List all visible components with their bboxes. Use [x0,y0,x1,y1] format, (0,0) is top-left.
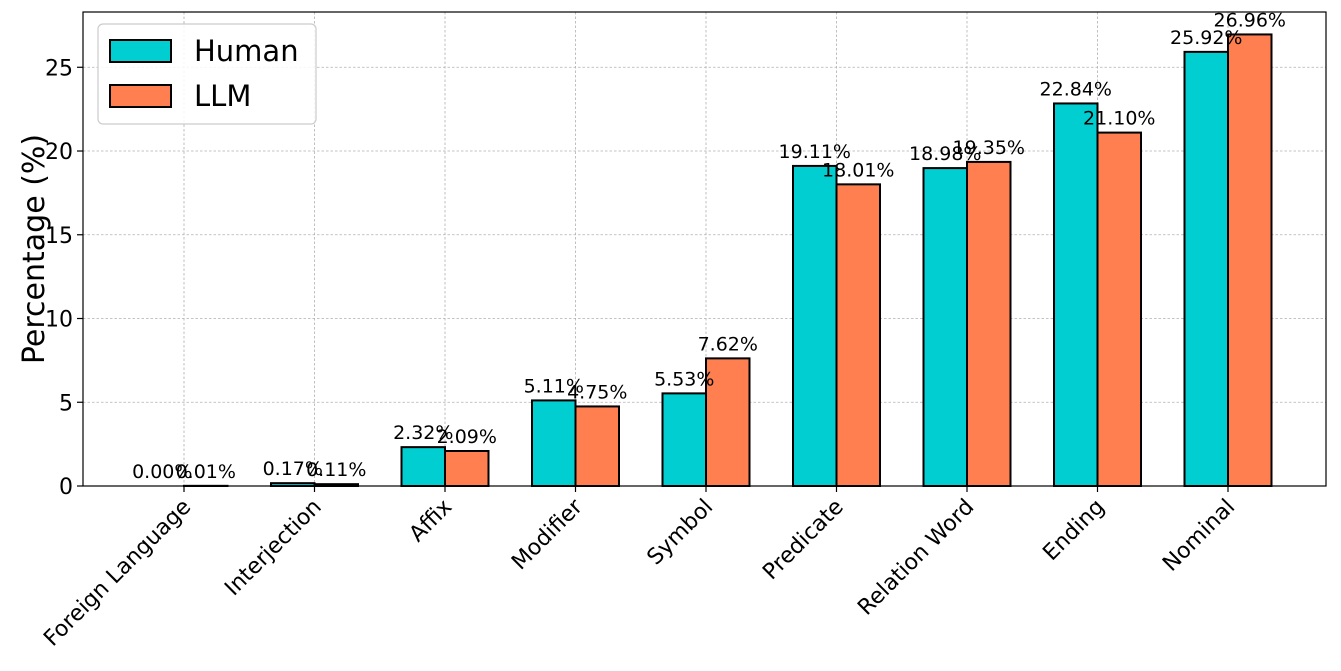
data-label-human: 25.92% [1170,27,1242,49]
data-label-llm: 4.75% [567,381,627,403]
data-label-llm: 19.35% [953,137,1025,159]
data-label-llm: 0.01% [176,461,236,483]
bar-llm [574,405,620,487]
data-label-llm: 21.10% [1083,108,1155,130]
bars [183,33,1273,488]
y-tick-label: 0 [59,475,73,500]
bar-llm [966,160,1012,487]
x-tick-label: Symbol [643,495,719,571]
data-label-human: 2.32% [393,422,453,444]
bar-human [922,167,968,487]
y-tick-label: 10 [45,308,73,333]
bar-llm [705,357,751,487]
x-tick-label: Affix [405,495,458,548]
bar-llm [835,183,881,487]
legend-label-human: Human [194,34,299,68]
x-tick-label: Relation Word [853,495,979,621]
data-label-llm: 2.09% [437,426,497,448]
data-label-human: 18.98% [909,143,981,165]
data-labels: 0.00% 0.17% 2.32% 5.11% 5.53% 19.11% 18.98% 22.… [132,9,1286,483]
y-tick-label: 20 [45,140,73,165]
data-label-human: 0.17% [263,458,323,480]
y-axis-label: Percentage (%) [17,134,52,364]
y-axis-ticks: 0 5 10 15 20 25 [45,56,83,500]
bar-human [661,392,707,487]
bar-llm [1227,33,1273,487]
x-axis-ticks: Foreign Language Interjection Affix Modifie… [39,486,1240,652]
bar-human [531,399,577,487]
data-label-llm: 7.62% [698,333,758,355]
x-tick-label: Predicate [758,495,848,585]
legend-swatch-llm [109,84,172,108]
bar-llm [1096,131,1142,488]
y-tick-label: 5 [59,391,73,416]
data-label-llm: 0.11% [306,459,366,481]
x-tick-label: Ending [1038,495,1109,566]
bar-human [400,446,446,488]
data-label-human: 5.11% [524,375,584,397]
data-label-llm: 18.01% [822,159,894,181]
data-label-human: 22.84% [1040,78,1112,100]
legend-label-llm: LLM [194,79,251,113]
bar-human [1053,102,1099,488]
data-label-llm: 26.96% [1214,9,1286,31]
x-tick-label: Modifier [507,494,588,575]
bar-human [792,164,838,487]
bar-human [1183,50,1229,488]
data-label-human: 19.11% [779,141,851,163]
plot-area-frame [82,11,1327,487]
x-tick-label: Nominal [1158,495,1240,577]
legend: Human LLM [97,23,317,125]
bar-llm [444,449,490,488]
legend-swatch-human [109,39,172,63]
x-tick-label: Interjection [220,495,326,601]
x-tick-label: Foreign Language [39,495,196,652]
data-label-human: 0.00% [132,461,192,483]
y-tick-label: 15 [45,224,73,249]
data-label-human: 5.53% [654,368,714,390]
y-tick-label: 25 [45,56,73,81]
